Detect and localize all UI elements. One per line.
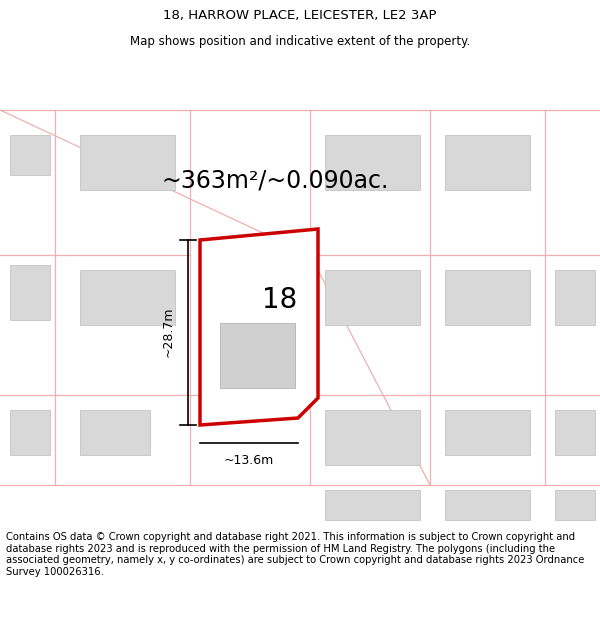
Polygon shape [80, 410, 150, 455]
Polygon shape [325, 490, 420, 520]
Polygon shape [325, 270, 420, 325]
Polygon shape [555, 410, 595, 455]
Polygon shape [445, 410, 530, 455]
Polygon shape [445, 270, 530, 325]
Polygon shape [220, 323, 295, 388]
Polygon shape [200, 229, 318, 425]
Text: ~363m²/~0.090ac.: ~363m²/~0.090ac. [161, 168, 389, 192]
Text: ~28.7m: ~28.7m [161, 307, 175, 358]
Text: 18, HARROW PLACE, LEICESTER, LE2 3AP: 18, HARROW PLACE, LEICESTER, LE2 3AP [163, 9, 437, 22]
Text: Contains OS data © Crown copyright and database right 2021. This information is : Contains OS data © Crown copyright and d… [6, 532, 584, 577]
Text: 18: 18 [262, 286, 298, 314]
Polygon shape [235, 310, 315, 375]
Polygon shape [10, 135, 50, 175]
Polygon shape [555, 270, 595, 325]
Polygon shape [325, 410, 420, 465]
Polygon shape [80, 135, 175, 190]
Text: ~13.6m: ~13.6m [224, 454, 274, 466]
Polygon shape [555, 490, 595, 520]
Polygon shape [445, 490, 530, 520]
Text: Map shows position and indicative extent of the property.: Map shows position and indicative extent… [130, 35, 470, 48]
Polygon shape [10, 265, 50, 320]
Polygon shape [445, 135, 530, 190]
Polygon shape [10, 410, 50, 455]
Polygon shape [80, 270, 175, 325]
Polygon shape [325, 135, 420, 190]
